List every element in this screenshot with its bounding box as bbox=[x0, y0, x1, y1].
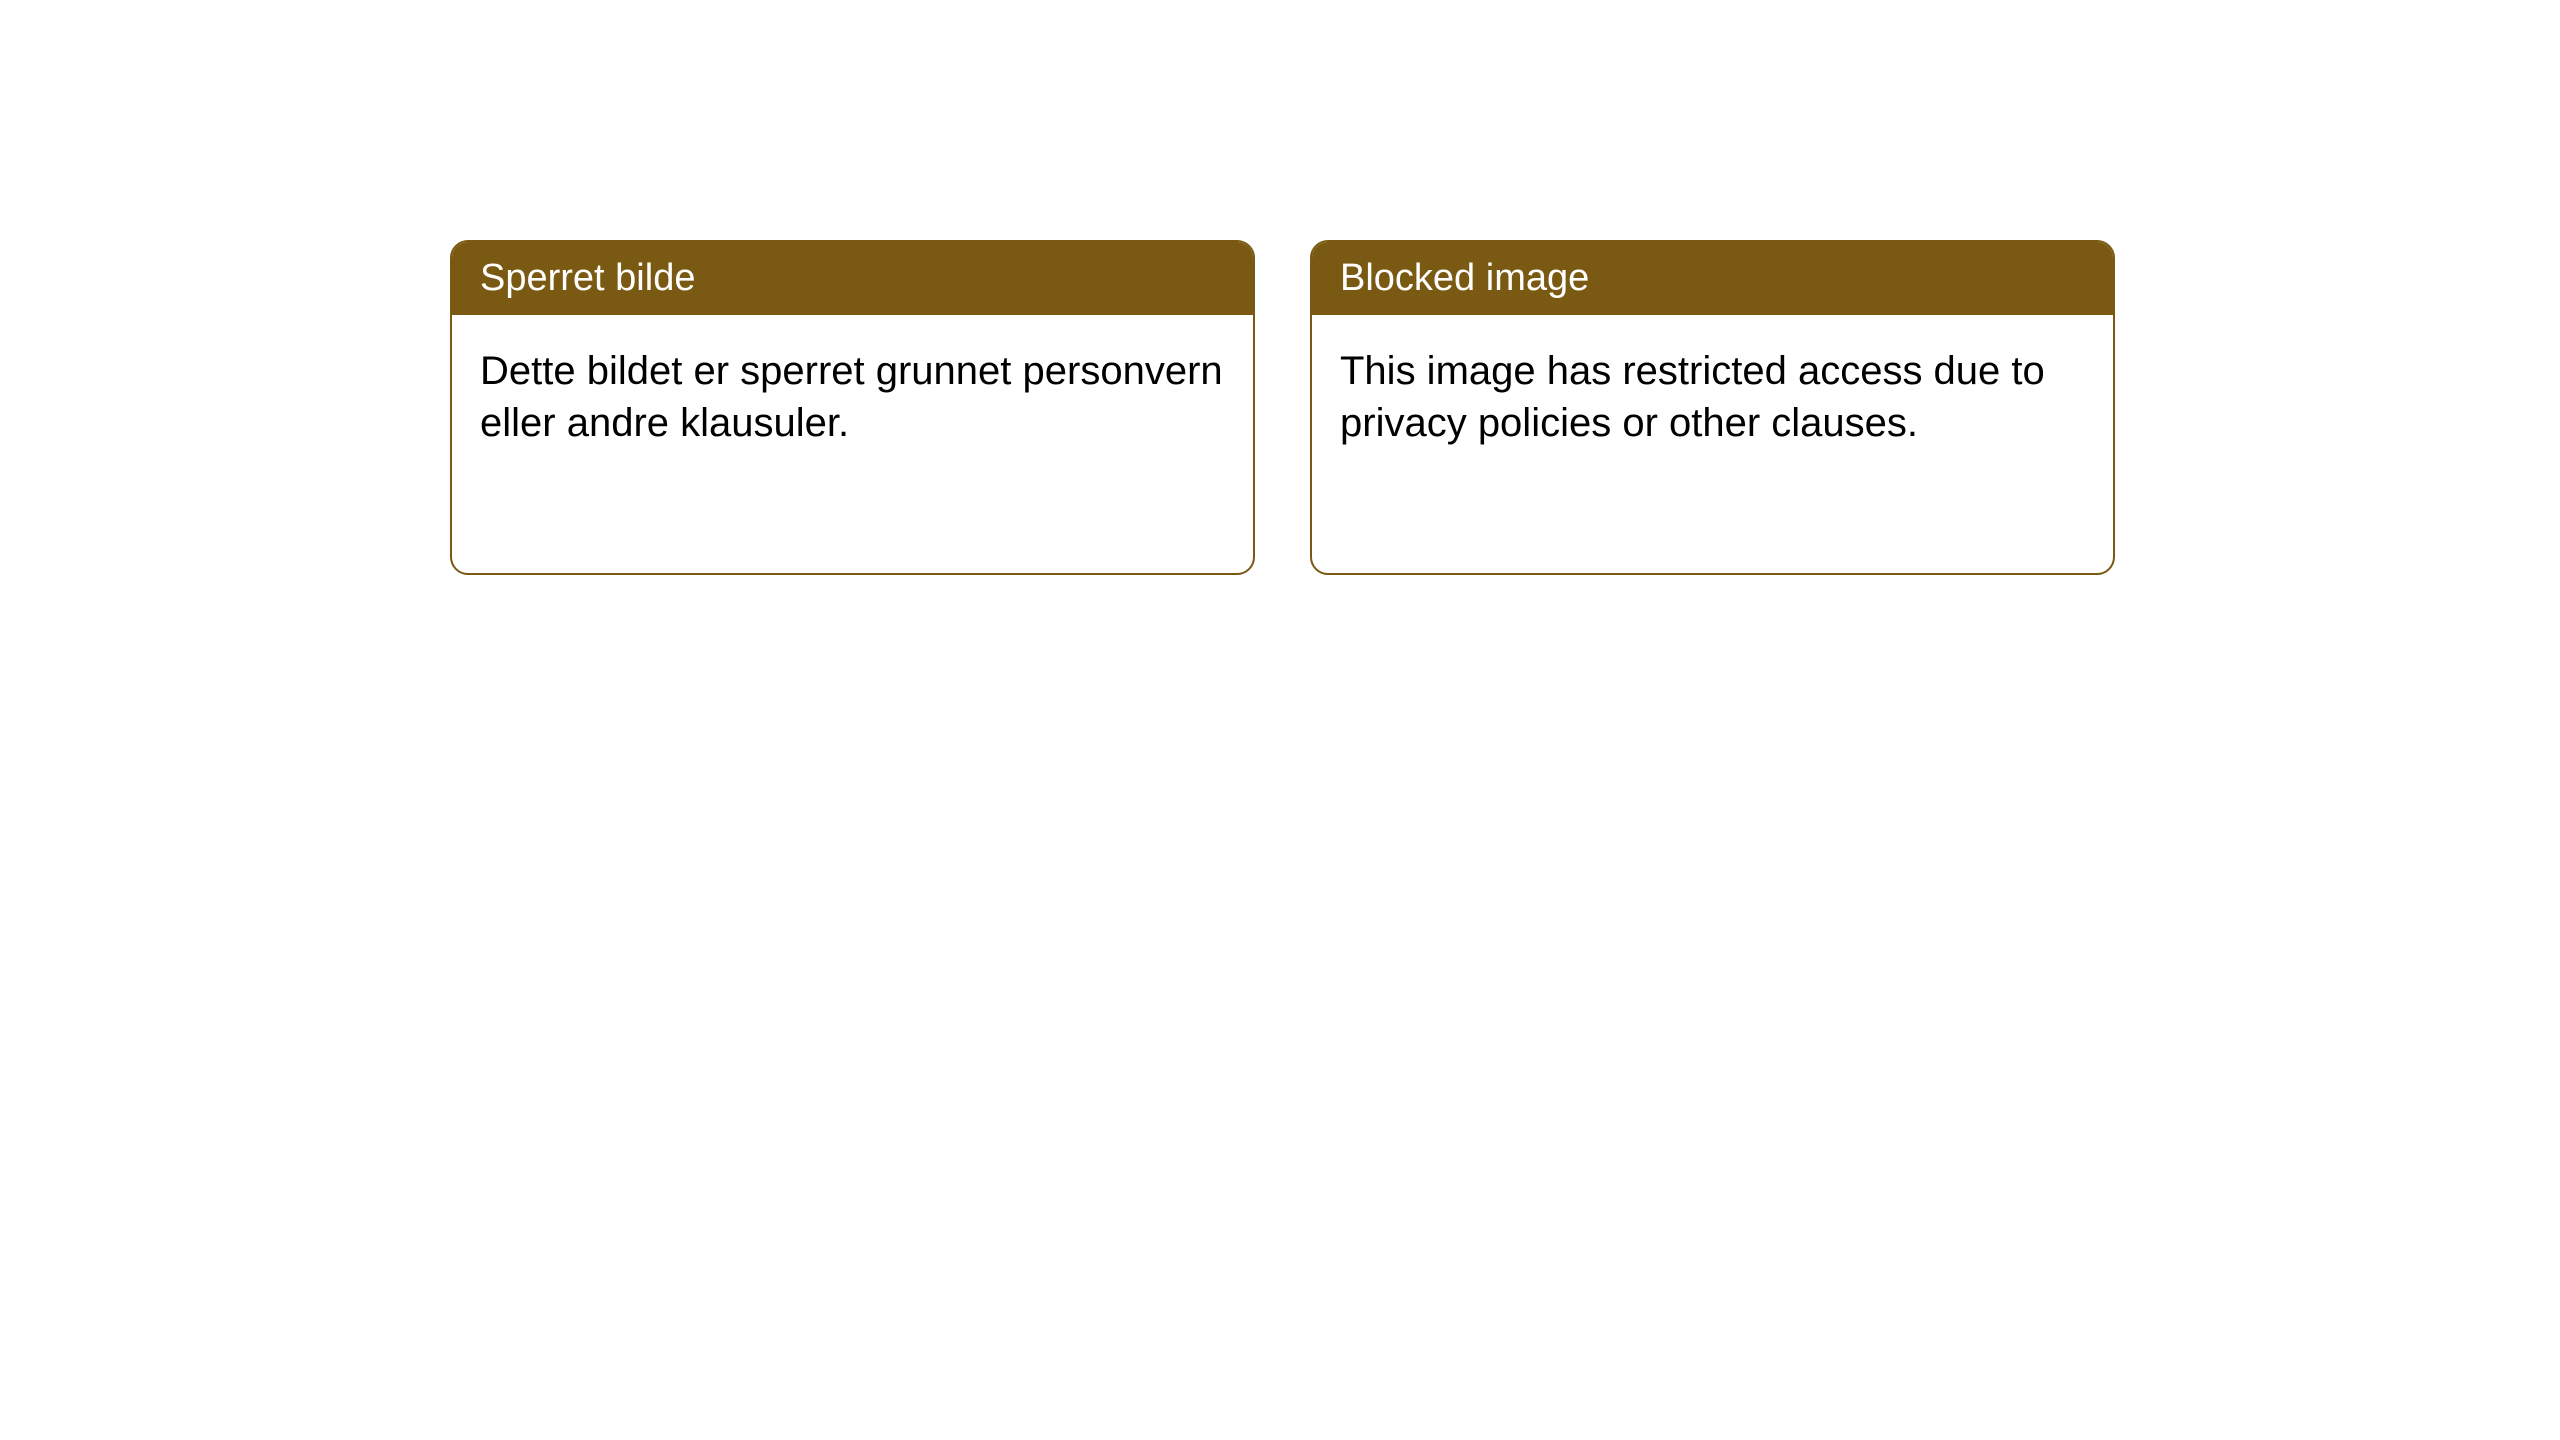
card-title: Blocked image bbox=[1340, 257, 1589, 299]
card-body-text: Dette bildet er sperret grunnet personve… bbox=[480, 349, 1223, 445]
card-body: This image has restricted access due to … bbox=[1312, 315, 2113, 479]
card-header: Sperret bilde bbox=[452, 242, 1253, 315]
notice-cards-container: Sperret bilde Dette bildet er sperret gr… bbox=[450, 240, 2115, 575]
card-body: Dette bildet er sperret grunnet personve… bbox=[452, 315, 1253, 479]
card-title: Sperret bilde bbox=[480, 257, 695, 299]
card-header: Blocked image bbox=[1312, 242, 2113, 315]
card-body-text: This image has restricted access due to … bbox=[1340, 349, 2045, 445]
notice-card-english: Blocked image This image has restricted … bbox=[1310, 240, 2115, 575]
notice-card-norwegian: Sperret bilde Dette bildet er sperret gr… bbox=[450, 240, 1255, 575]
